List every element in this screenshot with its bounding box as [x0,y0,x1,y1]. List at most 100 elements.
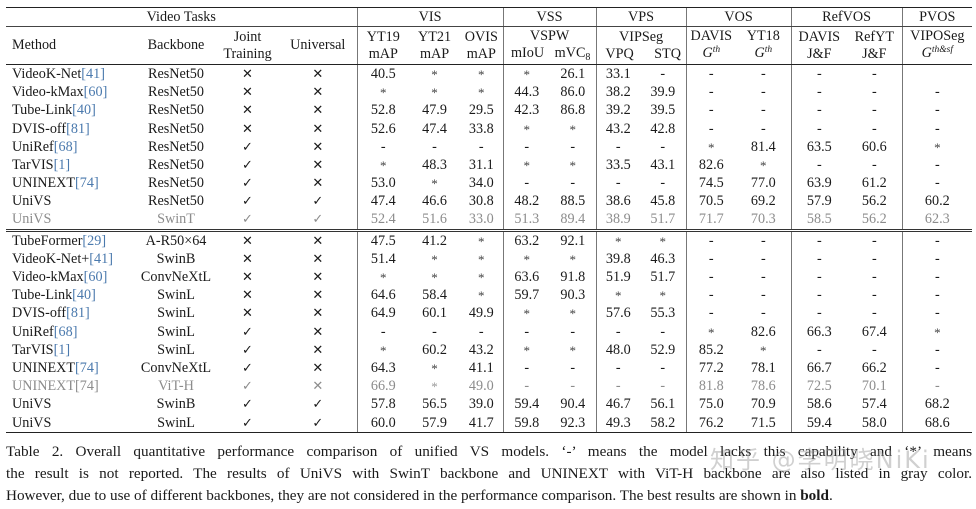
method-name: VideoK-Net+ [12,250,90,267]
value-text: 85.2 [698,341,724,358]
citation-link[interactable]: [74] [75,359,99,376]
value-cell: * [736,156,791,174]
value-text: 30.8 [468,193,494,210]
citation-link[interactable]: [41] [89,250,113,267]
col-header-backbone: Backbone [136,26,216,65]
value-text: - [524,323,530,340]
value-text: 70.9 [750,396,776,413]
value-cell: 70.1 [847,377,902,395]
value-text: 41.7 [468,414,494,431]
value-cell: 43.1 [640,156,686,174]
universal-cell: ✕ [279,250,357,268]
citation-link[interactable]: [68] [53,138,78,155]
value-cell: 64.6 [356,286,410,305]
value-text: 58.0 [861,414,887,431]
caption-bold-word: bold [800,487,829,504]
value-text: - [816,287,822,304]
value-text: * [760,342,767,358]
citation-link[interactable]: [81] [66,305,90,322]
value-text: * [431,251,438,267]
citation-link[interactable]: [1] [53,156,71,173]
citation-link[interactable]: [81] [66,120,90,137]
value-cell: - [736,120,791,138]
value-text: - [934,287,940,304]
method-cell: UNINEXT[74] [6,377,136,395]
table-row: VideoK-Net[41] ResNet50 ✕ ✕ 40.5 * * * 26.1 33.1 -… [6,64,973,84]
value-text: - [871,250,877,267]
method-name: TarVIS [12,156,54,173]
value-text: * [708,139,715,155]
backbone-cell: ResNet50 [148,84,204,101]
value-cell: - [901,304,973,323]
citation-link[interactable]: [40] [72,287,96,304]
check-icon: ✓ [242,342,253,358]
value-cell: 38.6 [595,192,641,211]
citation-link[interactable]: [1] [53,341,71,358]
value-cell: - [409,323,460,341]
value-text: 39.9 [650,84,676,101]
value-text: - [816,269,822,286]
group-header-row: Video Tasks VIS VSS VPS VOS RefVOS PVOS [6,7,973,27]
dataset-label: DAVIS [690,27,733,44]
universal-cell: ✕ [279,101,357,119]
citation-link[interactable]: [74] [75,378,99,395]
value-text: 60.6 [861,138,887,155]
value-text: - [570,175,576,192]
value-cell: 56.1 [640,395,686,413]
joint-cell: ✓ [216,359,279,377]
value-text: - [708,102,714,119]
citation-link[interactable]: [60] [83,84,108,101]
value-text: * [615,233,622,249]
value-text: 34.0 [468,175,494,192]
metric-mvc-text: mVC [554,45,586,61]
value-cell: 90.3 [550,286,596,304]
citation-link[interactable]: [68] [53,323,78,340]
value-text: - [708,65,714,82]
value-text: 49.0 [468,378,494,395]
value-cell: 92.1 [550,230,596,250]
value-cell: 47.5 [356,230,410,250]
method-cell: DVIS-off[81] [6,120,136,138]
results-table: Video Tasks VIS VSS VPS VOS RefVOS PVOS … [6,7,973,433]
value-text: * [380,270,387,286]
citation-link[interactable]: [74] [75,175,99,192]
value-cell: 46.3 [640,250,686,268]
caption-line-2: the result is not reported. The results … [6,465,972,482]
value-text: 48.2 [514,193,540,210]
value-text: 38.6 [605,193,631,210]
results-block-small-backbones: VideoK-Net[41] ResNet50 ✕ ✕ 40.5 * * * 26.1 33.1 -… [6,64,973,232]
metric-vpq: VPQ [605,45,634,62]
value-cell: 58.0 [847,413,903,433]
value-cell: 41.1 [460,359,503,377]
citation-link[interactable]: [60] [83,269,108,286]
col-header-refyt: RefYT J&F [847,26,903,65]
value-cell: * [502,155,551,175]
value-cell: 47.4 [409,120,460,138]
citation-link[interactable]: [29] [82,232,107,249]
col-header-yt19: YT19 mAP [356,26,410,65]
citation-link[interactable]: [41] [81,65,105,82]
check-icon: ✓ [312,212,324,228]
method-name: Video-kMax [12,84,84,101]
value-cell: - [640,359,686,377]
value-text: 64.3 [370,359,396,376]
joint-cell: ✕ [216,230,279,250]
value-text: - [660,359,666,376]
value-text: * [708,324,715,340]
value-cell: - [736,304,791,322]
backbone-cell: ResNet50 [148,156,204,173]
value-text: 63.2 [514,232,540,249]
value-text: 63.6 [514,269,540,286]
value-cell: 41.2 [409,230,460,250]
value-cell: * [409,83,460,101]
value-text: 82.6 [750,323,776,340]
value-cell: 71.5 [736,413,792,433]
value-text: - [934,175,940,192]
value-text: 51.3 [514,211,540,228]
method-name: TarVIS [12,341,54,358]
value-cell: 44.3 [502,83,551,102]
joint-cell: ✕ [216,304,279,322]
value-cell: - [901,83,973,102]
citation-link[interactable]: [40] [72,102,96,119]
value-text: 62.3 [924,211,950,228]
